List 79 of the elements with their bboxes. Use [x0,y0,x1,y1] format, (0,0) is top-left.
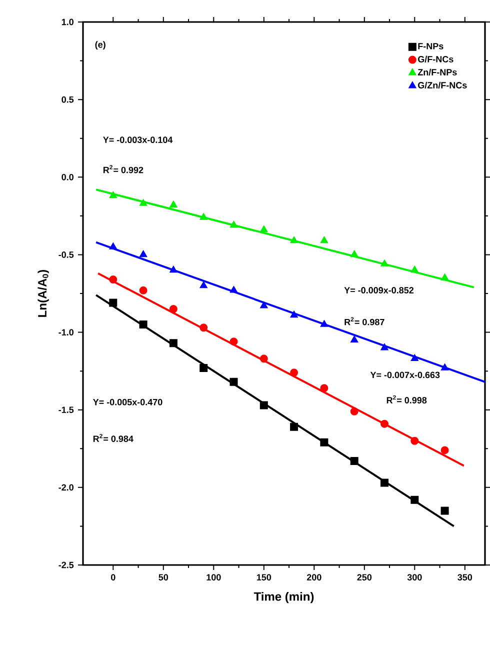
point [380,344,388,350]
point [380,478,388,487]
y-tick-label: -1.0 [58,329,74,336]
point [440,274,448,280]
point [350,457,358,466]
point [320,320,328,327]
point [230,286,238,293]
point [410,266,418,273]
annotation: R$^{2}$= 0.998 [386,395,426,404]
point [380,420,388,428]
annotation: Y= -0.003x-0.104 [102,136,172,144]
x-tick-label: 100 [206,574,221,581]
point [260,226,268,232]
point [109,242,116,250]
point [230,338,238,346]
x-tick-label: 0 [110,574,116,581]
point [410,436,418,445]
y-tick-label: -2.0 [58,484,74,491]
y-tick-label: 0.0 [61,174,74,180]
annotation: Y= -0.005x-0.470 [92,398,162,406]
point [169,305,178,314]
point [169,339,178,348]
annotation: R$^{2}$= 0.984 [93,434,134,442]
point [350,407,358,416]
point [199,324,208,332]
annotation: (e) [95,41,106,50]
point [109,192,116,198]
x-tick-label: 300 [407,574,422,581]
annotation: Y= -0.007x-0.663 [370,372,440,378]
x-axis-title: Time (min) [254,592,314,604]
point [440,506,449,515]
point [170,201,177,208]
x-tick-label: 200 [306,574,322,581]
y-axis-title: Ln(A/A$_{0}$) [37,270,49,317]
y-tick-label: -0.5 [58,252,74,258]
legend-label: G/Zn/F-NCs [418,82,467,89]
point [320,438,328,446]
point [108,298,117,307]
point [410,496,418,504]
point [200,282,207,288]
annotation: R$^{2}$= 0.992 [103,165,143,174]
y-tick-label: -2.5 [58,562,74,568]
x-tick-label: 350 [457,574,472,581]
y-tick-label: 1.0 [62,18,74,26]
point [170,266,177,273]
point [108,276,117,284]
point [199,364,208,372]
point [200,213,207,220]
point [139,200,147,206]
point [260,354,268,363]
point [350,336,358,342]
point [290,368,298,377]
point [350,250,358,258]
point [290,236,298,244]
annotation: R$^{2}$= 0.987 [344,317,384,326]
point [290,311,298,318]
point [260,302,268,308]
legend-label: F-NPs [418,43,444,50]
point [139,320,148,329]
legend-label: Zn/F-NPs [418,68,457,76]
annotation: Y= -0.009x-0.852 [344,287,414,294]
x-tick-label: 50 [158,574,168,581]
point [320,236,328,244]
point [380,260,388,266]
point [230,378,238,386]
x-tick-label: 250 [356,574,372,581]
point [260,401,268,410]
y-tick-label: 0.5 [61,96,74,103]
point [139,250,147,258]
x-tick-label: 150 [256,574,271,581]
point [320,384,328,392]
y-tick-label: -1.5 [58,406,74,413]
point [440,446,449,454]
point [440,364,448,370]
point [290,422,298,431]
point [139,286,148,294]
legend-label: G/F-NCs [418,56,454,62]
point [410,354,418,362]
point [230,221,238,228]
